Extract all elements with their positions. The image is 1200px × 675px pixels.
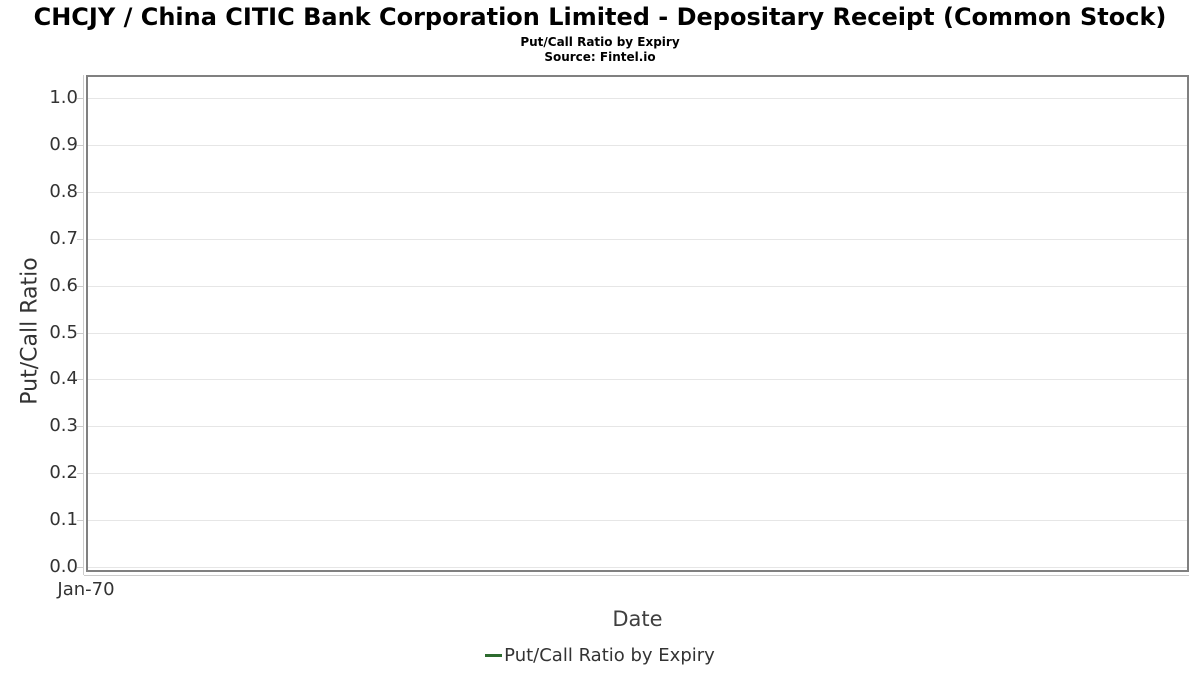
y-tick-label: 0.4 <box>49 368 78 390</box>
y-tick-mark <box>77 144 83 146</box>
y-tick-label: 0.6 <box>49 274 78 296</box>
gridline <box>88 426 1187 428</box>
y-tick-label: 0.9 <box>49 133 78 155</box>
y-tick-mark <box>77 238 83 240</box>
y-tick-label: 0.8 <box>49 180 78 202</box>
gridline <box>88 379 1187 381</box>
legend-item[interactable]: Put/Call Ratio by Expiry <box>485 645 715 666</box>
gridline <box>88 285 1187 287</box>
y-tick-label: 0.2 <box>49 462 78 484</box>
y-tick-label: 0.0 <box>49 556 78 577</box>
y-tick-mark <box>77 332 83 334</box>
y-tick-mark <box>77 520 83 522</box>
x-axis-title: Date <box>612 607 663 631</box>
y-tick-label: 0.5 <box>49 321 78 343</box>
gridline <box>88 332 1187 334</box>
y-tick-mark <box>77 285 83 287</box>
y-tick-mark <box>77 98 83 99</box>
y-tick-label: 1.0 <box>49 87 78 108</box>
y-tick-mark <box>77 567 83 568</box>
gridline <box>88 520 1187 522</box>
y-tick-label: 0.1 <box>49 509 78 531</box>
y-tick-mark <box>77 426 83 428</box>
y-axis-line <box>83 75 84 575</box>
chart-title: CHCJY / China CITIC Bank Corporation Lim… <box>33 3 1167 31</box>
legend: Put/Call Ratio by Expiry <box>0 645 1200 666</box>
gridline <box>88 144 1187 146</box>
x-tick-label: Jan-70 <box>57 579 115 600</box>
gridline <box>88 473 1187 475</box>
legend-line-swatch <box>485 654 503 657</box>
y-tick-mark <box>77 473 83 475</box>
y-tick-label: 0.3 <box>49 415 78 437</box>
legend-label: Put/Call Ratio by Expiry <box>504 645 715 666</box>
gridline <box>88 191 1187 193</box>
chart-subtitle: Put/Call Ratio by Expiry <box>520 35 680 49</box>
y-tick-mark <box>77 379 83 381</box>
y-tick-mark <box>77 191 83 193</box>
gridline <box>88 238 1187 240</box>
plot-area <box>86 75 1189 572</box>
chart-source: Source: Fintel.io <box>544 50 656 64</box>
gridline <box>88 98 1187 99</box>
y-tick-label: 0.7 <box>49 227 78 249</box>
x-axis-line <box>84 575 1189 576</box>
gridline <box>88 567 1187 568</box>
